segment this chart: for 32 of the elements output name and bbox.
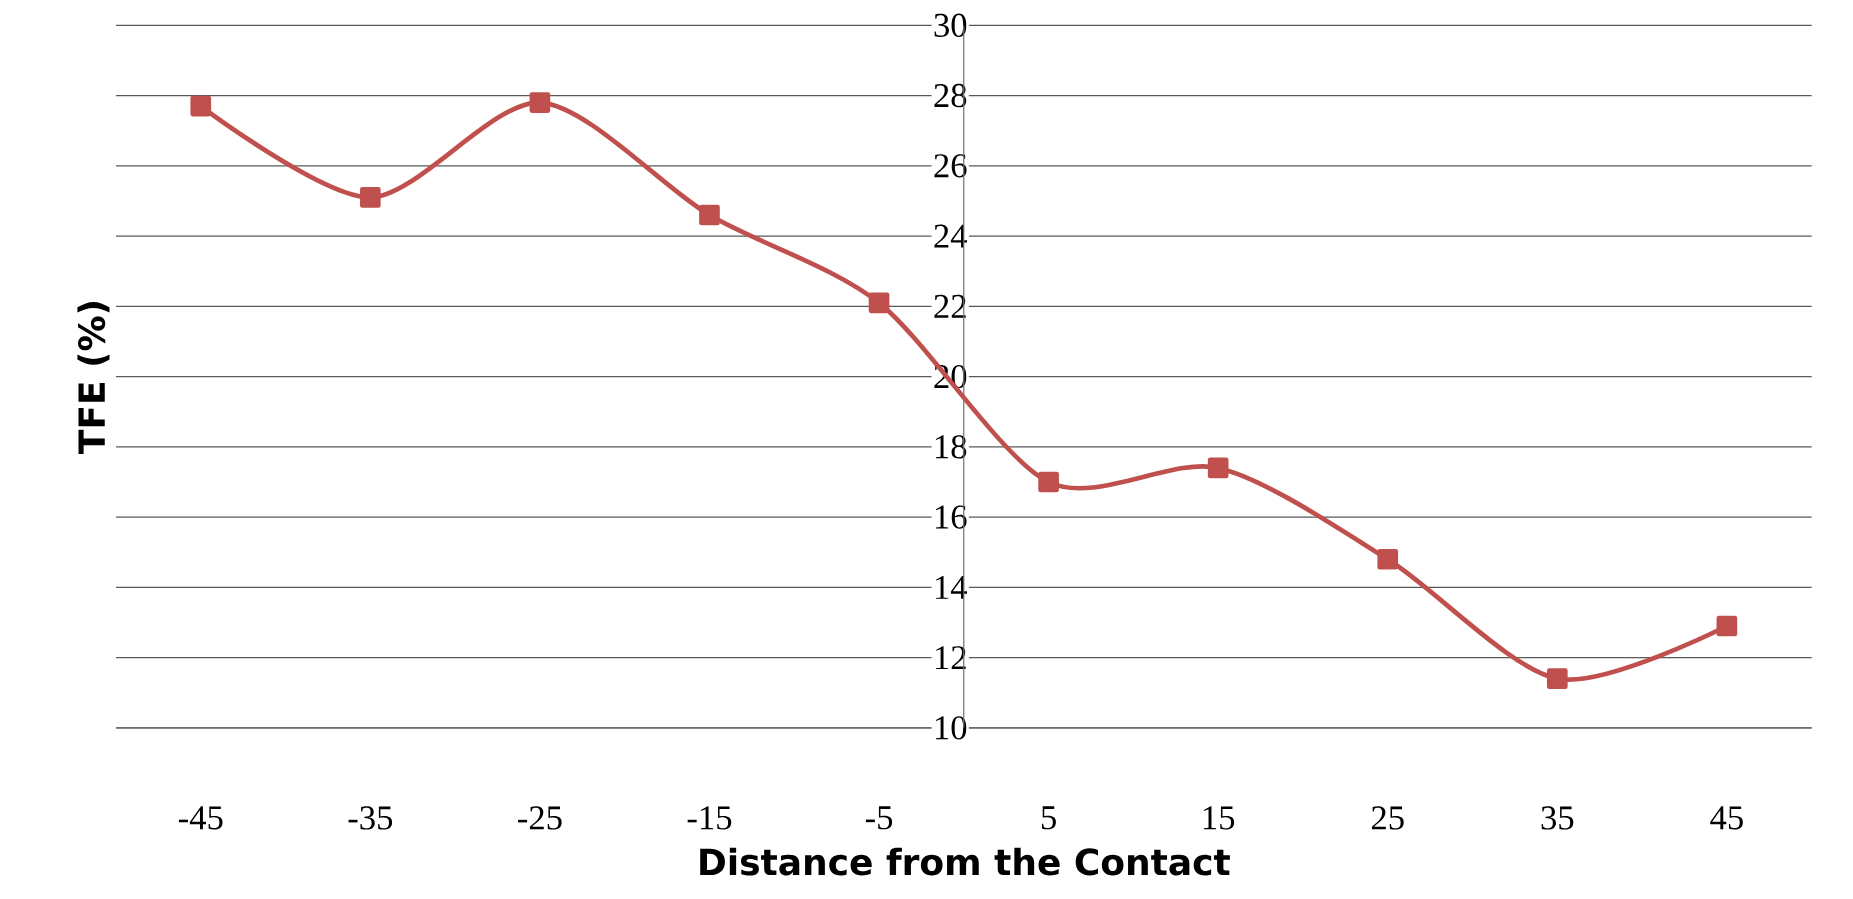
x-tick-label: 25 (1371, 806, 1404, 830)
x-tick-label: -15 (687, 806, 732, 830)
point (868, 292, 890, 314)
x-tick-label: -25 (518, 806, 562, 830)
point (190, 96, 212, 117)
y-tick-label: 28 (934, 84, 967, 108)
y-tick-label: 22 (934, 295, 966, 319)
x-tick-label: -5 (865, 806, 893, 830)
point (1377, 549, 1399, 570)
point (360, 187, 381, 209)
x-tick-label: 35 (1541, 806, 1574, 830)
x-axis-title: Distance from the Contact (700, 847, 1230, 876)
point (699, 204, 720, 226)
x-tick-label: 5 (1041, 806, 1056, 830)
point (1716, 615, 1738, 637)
point (1038, 471, 1059, 493)
y-tick-label: 14 (935, 576, 968, 600)
x-tick-label: -45 (178, 806, 223, 830)
y-tick-label: 26 (934, 154, 967, 178)
point (529, 92, 551, 114)
y-tick-label: 18 (935, 435, 967, 459)
y-tick-label: 30 (934, 13, 967, 38)
y-tick-label: 10 (935, 716, 967, 740)
y-tick-label: 24 (934, 224, 968, 248)
x-tick-label: -35 (348, 806, 393, 830)
point (1207, 457, 1229, 479)
x-tick-label: 45 (1710, 806, 1743, 830)
y-tick-label: 16 (935, 505, 967, 529)
x-tick-label: 15 (1203, 806, 1235, 830)
y-axis-title: TFE (%) (77, 302, 110, 455)
point (1546, 668, 1568, 690)
y-tick-label: 12 (935, 646, 966, 670)
